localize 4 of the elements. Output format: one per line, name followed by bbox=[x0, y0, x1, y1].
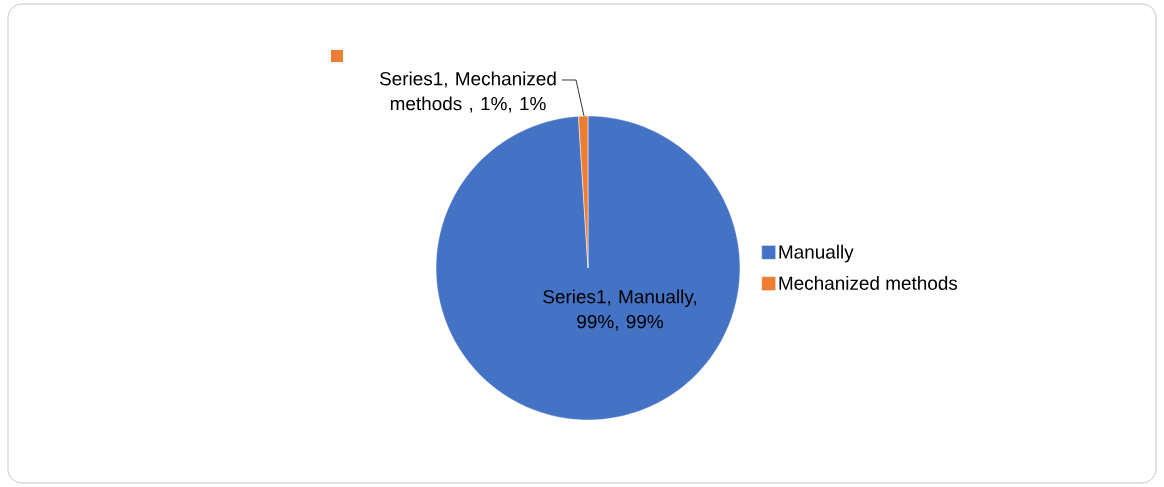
legend-label: Mechanized methods bbox=[779, 275, 958, 290]
data-label: Series1, Mechanized methods , 1%, 1% bbox=[379, 71, 556, 113]
data-label: Series1, Manually, 99%, 99% bbox=[543, 289, 696, 331]
legend-label: Manually bbox=[779, 244, 854, 263]
